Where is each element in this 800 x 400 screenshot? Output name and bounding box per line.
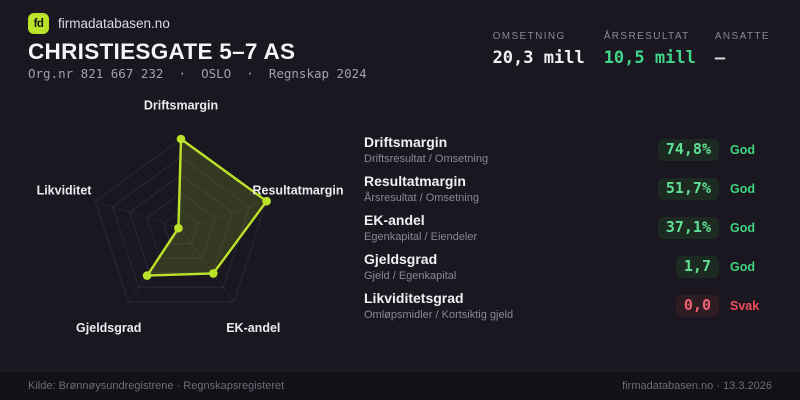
metric-info: Gjeldsgrad Gjeld / Egenkapital <box>364 250 676 282</box>
metric-row-likviditetsgrad: Likviditetsgrad Omløpsmidler / Kortsikti… <box>364 286 776 325</box>
metric-value-badge: 1,7 <box>675 255 719 278</box>
metric-formula: Omløpsmidler / Kortsiktig gjeld <box>364 308 514 321</box>
metric-title: Driftsmargin <box>364 133 448 150</box>
metrics-panel: Driftsmargin Driftsresultat / Omsetning … <box>364 130 776 325</box>
metric-value-badge: 0,0 <box>675 294 719 317</box>
company-title: CHRISTIESGATE 5–7 AS <box>28 39 296 64</box>
metric-title: EK-andel <box>364 211 425 228</box>
stat-ansatte: ANSATTE – <box>715 31 770 68</box>
metric-formula: Egenkapital / Eiendeler <box>364 230 478 243</box>
metric-formula: Driftsresultat / Omsetning <box>364 152 489 165</box>
fd-logo-icon: fd <box>28 13 49 34</box>
metric-title: Resultatmargin <box>364 172 466 189</box>
metric-row-resultatmargin: Resultatmargin Årsresultat / Omsetning 5… <box>364 169 776 208</box>
metric-rating-label: God <box>730 220 755 235</box>
stat-value: 20,3 mill <box>492 48 585 68</box>
metric-info: Likviditetsgrad Omløpsmidler / Kortsikti… <box>364 289 676 321</box>
metric-info: Driftsmargin Driftsresultat / Omsetning <box>364 133 658 165</box>
brand-site-name: firmadatabasen.no <box>58 16 170 31</box>
stat-value: – <box>714 48 726 68</box>
metric-value-badge: 51,7% <box>657 177 719 200</box>
svg-text:Likviditet: Likviditet <box>37 183 93 197</box>
metric-title: Likviditetsgrad <box>364 289 464 306</box>
svg-text:Resultatmargin: Resultatmargin <box>253 183 344 197</box>
radar-chart-svg: Driftsmargin Resultatmargin EK-andel Gjelds… <box>37 98 344 335</box>
metric-value-badge: 74,8% <box>657 138 719 161</box>
stat-arsresultat: ÅRSRESULTAT 10,5 mill <box>604 31 696 68</box>
metric-formula: Gjeld / Egenkapital <box>364 269 457 282</box>
metric-row-ek-andel: EK-andel Egenkapital / Eiendeler 37,1% G… <box>364 208 776 247</box>
metric-info: Resultatmargin Årsresultat / Omsetning <box>364 172 658 204</box>
metric-value-badge: 37,1% <box>657 216 719 239</box>
key-figures-strip: OMSETNING 20,3 mill ÅRSRESULTAT 10,5 mil… <box>493 31 770 68</box>
metric-rating-label: Svak <box>730 298 760 313</box>
stat-label: ÅRSRESULTAT <box>603 31 690 42</box>
svg-text:Driftsmargin: Driftsmargin <box>144 98 218 112</box>
metric-rating-label: God <box>730 142 755 157</box>
metric-title: Gjeldsgrad <box>364 250 438 267</box>
stat-omsetning: OMSETNING 20,3 mill <box>493 31 585 68</box>
metric-row-driftsmargin: Driftsmargin Driftsresultat / Omsetning … <box>364 130 776 169</box>
footer-source: Kilde: Brønnøysundregistrene · Regnskaps… <box>28 380 285 392</box>
svg-text:Gjeldsgrad: Gjeldsgrad <box>76 321 141 335</box>
metric-info: EK-andel Egenkapital / Eiendeler <box>364 211 658 243</box>
metric-formula: Årsresultat / Omsetning <box>364 191 479 204</box>
radar-chart: Driftsmargin Resultatmargin EK-andel Gjelds… <box>0 88 360 360</box>
svg-text:EK-andel: EK-andel <box>226 321 280 335</box>
stat-label: ANSATTE <box>714 31 770 42</box>
footer-meta: firmadatabasen.no · 13.3.2026 <box>622 380 772 392</box>
metric-rating-label: God <box>730 259 755 274</box>
org-info-line: Org.nr 821 667 232 · OSLO · Regnskap 202… <box>28 66 367 81</box>
brand-link[interactable]: fd firmadatabasen.no <box>28 13 170 34</box>
stat-label: OMSETNING <box>492 31 566 42</box>
metric-rating-label: God <box>730 181 755 196</box>
footer-bar: Kilde: Brønnøysundregistrene · Regnskaps… <box>0 371 800 400</box>
stat-value: 10,5 mill <box>603 48 696 68</box>
metric-row-gjeldsgrad: Gjeldsgrad Gjeld / Egenkapital 1,7 God <box>364 247 776 286</box>
